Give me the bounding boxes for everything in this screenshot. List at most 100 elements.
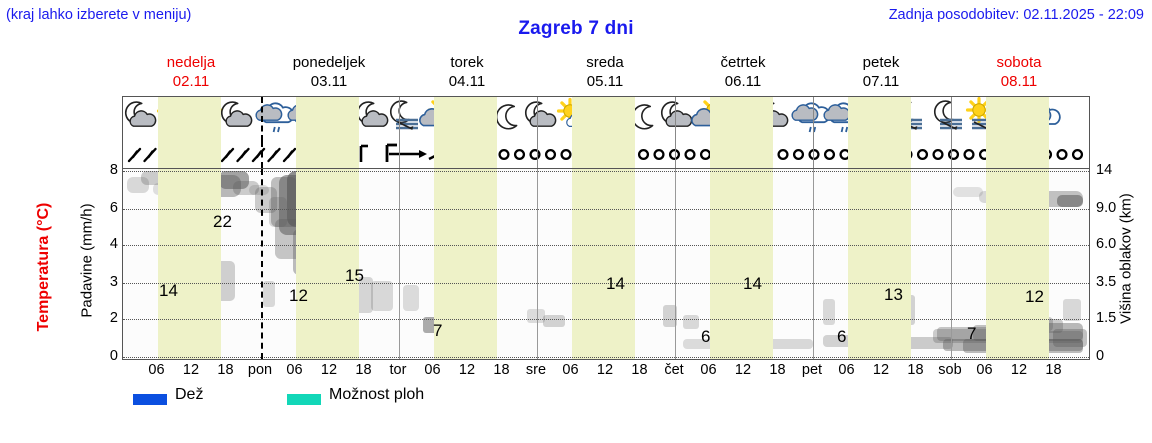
day-separator-5 (813, 169, 814, 359)
shower-legend-swatch (287, 394, 321, 405)
chart-legend: Dež Možnost ploh © vreme.us & vreme.pro … (0, 386, 1152, 436)
weather-icon-moon-cloud (125, 101, 157, 127)
temperature-and-precip-layer (123, 359, 1089, 360)
day-separator-6 (951, 169, 952, 359)
x-tick-11: sre (525, 362, 547, 378)
gridline-3 (123, 283, 1089, 284)
daylight-band-4 (709, 169, 773, 359)
strip-separator-5 (813, 141, 814, 168)
precip-tick-0: 8 (109, 162, 118, 178)
temp-label-1: 22 (213, 212, 232, 231)
day-separator-4 (675, 169, 676, 359)
day-date: 07.11 (862, 73, 900, 90)
rain-legend-swatch (133, 394, 167, 405)
x-tick-10: 18 (493, 362, 510, 378)
x-tick-18: 18 (769, 362, 786, 378)
day-date: 05.11 (586, 73, 624, 90)
gridline-1 (123, 209, 1089, 210)
gridline-0 (123, 171, 1089, 172)
x-tick-9: 12 (458, 362, 476, 378)
x-tick-25: 12 (1010, 362, 1028, 378)
daylight-band-6 (985, 97, 1049, 141)
weather-icon-moon-cloud (525, 101, 557, 127)
x-tick-16: 06 (700, 362, 717, 378)
daylight-band-1 (295, 169, 359, 359)
daylight-band-1 (295, 97, 359, 141)
daylight-band-4 (709, 141, 773, 168)
x-tick-22: 18 (907, 362, 924, 378)
temp-label-4: 7 (433, 321, 443, 340)
day-header-1: ponedeljek 03.11 (260, 53, 398, 93)
cloudheight-tick-4: 1.5 (1096, 310, 1117, 326)
precip-tick-3: 3 (109, 274, 118, 290)
daylight-band-0 (157, 141, 221, 168)
temp-label-8: 6 (837, 327, 847, 346)
x-tick-2: 18 (217, 362, 234, 378)
day-name: četrtek (720, 54, 766, 71)
day-header-3: sreda 05.11 (536, 53, 674, 93)
day-header-row: nedelja 02.11 ponedeljek 03.11 torek 04.11 sre… (122, 53, 1090, 93)
weather-icon-sun-fog (965, 97, 994, 130)
temp-label-0: 14 (159, 281, 178, 300)
shower-legend-label: Možnost ploh (329, 386, 425, 403)
day-header-0: nedelja 02.11 (122, 53, 260, 93)
x-tick-26: 18 (1045, 362, 1062, 378)
x-tick-17: 12 (734, 362, 752, 378)
x-tick-15: čet (664, 362, 684, 378)
day-header-4: četrtek 06.11 (674, 53, 812, 93)
strip-separator-1 (261, 141, 263, 168)
day-name: nedelja (166, 54, 216, 71)
forecast-plot: 1422121571461461371281210 (122, 168, 1090, 360)
strip-separator-3 (537, 141, 538, 168)
x-tick-14: 18 (631, 362, 648, 378)
page-title: Zagreb 7 dni (518, 18, 634, 39)
temperature-axis-title: Temperatura (°C) (35, 202, 52, 332)
wind-barb-strip (122, 141, 1090, 168)
precipitation-axis-title: Padavine (mm/h) (78, 203, 96, 318)
x-tick-19: pet (801, 362, 823, 378)
cloudheight-tick-5: 0 (1096, 348, 1105, 364)
x-tick-5: 12 (320, 362, 338, 378)
temp-label-11: 12 (1025, 287, 1044, 306)
day-header-2: torek 04.11 (398, 53, 536, 93)
weather-icon-moon-cloud (661, 101, 693, 127)
weather-icon-moon-fog (390, 100, 418, 130)
temp-label-5: 14 (606, 274, 625, 293)
daylight-band-4 (709, 97, 773, 141)
daylight-band-6 (985, 169, 1049, 359)
day-separator-1 (261, 169, 263, 359)
last-update-text: Zadnja posodobitev: 02.11.2025 - 22:09 (888, 7, 1144, 23)
x-tick-6: 18 (355, 362, 372, 378)
x-tick-8: 06 (424, 362, 441, 378)
daylight-band-6 (985, 141, 1049, 168)
temp-label-2: 12 (289, 286, 308, 305)
strip-separator-3 (537, 97, 538, 141)
day-name: petek (862, 54, 900, 71)
weather-icon-moon-fog (934, 100, 962, 130)
temp-label-6: 6 (701, 327, 711, 346)
x-tick-7: tor (389, 362, 407, 378)
precip-tick-2: 4 (109, 236, 118, 252)
daylight-band-3 (571, 97, 635, 141)
weather-icon-moon (495, 104, 518, 130)
x-tick-13: 12 (596, 362, 614, 378)
rain-legend-label: Dež (175, 386, 204, 403)
strip-separator-5 (813, 97, 814, 141)
cloudheight-tick-0: 14 (1096, 162, 1113, 178)
menu-hint-text: (kraj lahko izberete v meniju) (6, 7, 192, 23)
x-tick-1: 12 (182, 362, 200, 378)
temp-label-10: 7 (967, 324, 977, 343)
x-axis-labels: 06 12 18 pon 06 12 18 tor 06 12 18 sre 06 12 18 čet 06 12… (0, 362, 1152, 380)
cloudheight-tick-3: 3.5 (1096, 274, 1117, 290)
x-tick-4: 06 (286, 362, 303, 378)
weather-icon-moon (631, 104, 654, 130)
day-name: torek (450, 54, 484, 71)
daylight-band-3 (571, 169, 635, 359)
daylight-band-0 (157, 97, 221, 141)
gridline-2 (123, 245, 1089, 246)
daylight-band-5 (847, 169, 911, 359)
day-separator-3 (537, 169, 538, 359)
x-tick-3: pon (247, 362, 273, 378)
precip-tick-5: 0 (109, 348, 118, 364)
